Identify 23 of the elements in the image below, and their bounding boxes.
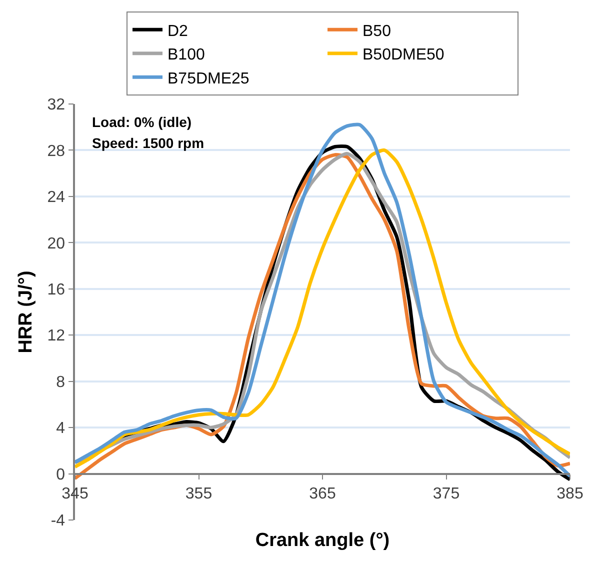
- y-tick-label: 4: [56, 420, 66, 438]
- x-tick-label: 365: [309, 486, 336, 503]
- legend-label: B50: [362, 22, 392, 40]
- legend-label: B50DME50: [362, 46, 444, 64]
- annotation: Load: 0% (idle): [92, 114, 192, 130]
- x-tick-label: 355: [185, 486, 212, 503]
- x-tick-label: 375: [432, 486, 460, 503]
- legend-label: B100: [168, 46, 205, 64]
- y-tick-label: 0: [56, 466, 66, 484]
- legend-label: D2: [168, 22, 188, 40]
- x-tick-label: 385: [556, 486, 584, 503]
- y-tick-label: 20: [47, 235, 66, 252]
- annotation: Speed: 1500 rpm: [92, 135, 204, 151]
- x-axis-title: Crank angle (°): [255, 530, 390, 552]
- y-tick-label: 16: [47, 281, 66, 298]
- y-tick-label: -4: [50, 512, 66, 530]
- legend-label: B75DME25: [168, 70, 250, 88]
- y-tick-label: 8: [56, 374, 66, 391]
- y-tick-label: 24: [47, 189, 66, 206]
- y-tick-label: 32: [47, 96, 66, 114]
- y-tick-label: 12: [47, 328, 66, 345]
- y-axis-title: HRR (J/°): [16, 270, 37, 354]
- y-tick-label: 28: [47, 142, 66, 160]
